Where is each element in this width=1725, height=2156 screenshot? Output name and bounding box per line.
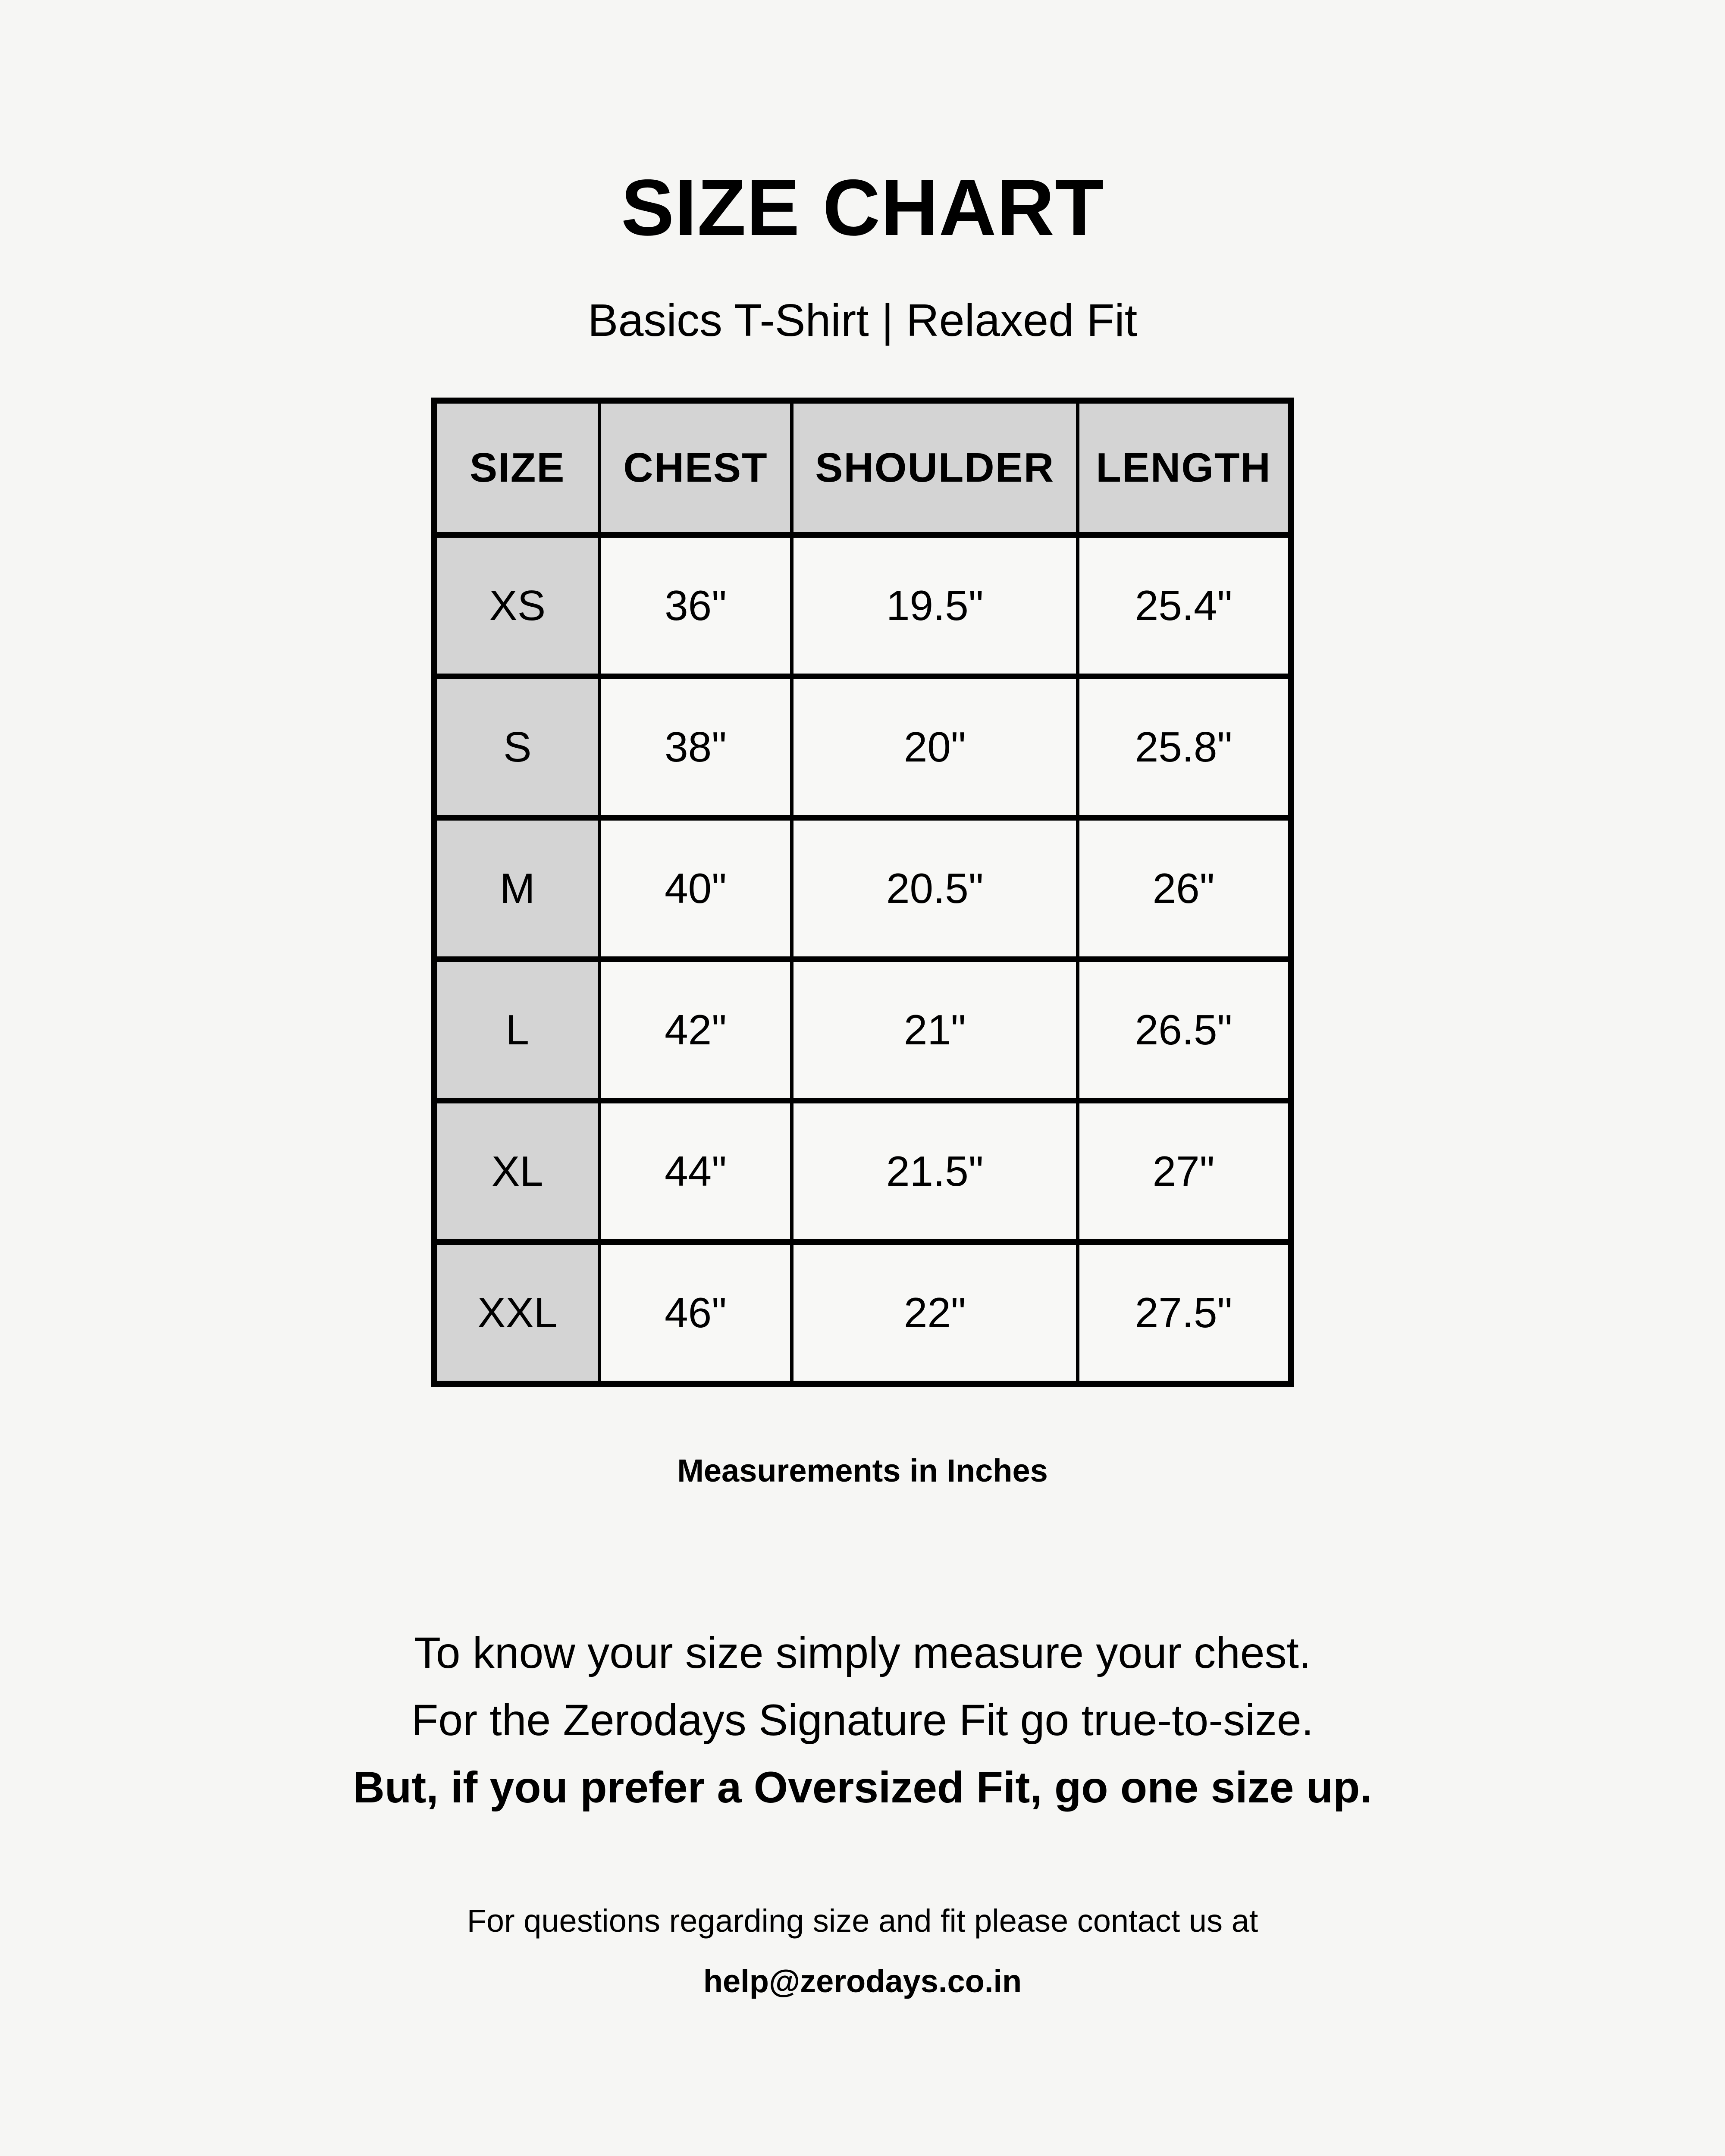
table-row: XS 36" 19.5" 25.4" — [433, 532, 1292, 679]
table-row: M 40" 20.5" 26" — [433, 815, 1292, 962]
fit-guidance: To know your size simply measure your ch… — [0, 1619, 1725, 1821]
page-subtitle: Basics T-Shirt | Relaxed Fit — [587, 295, 1138, 346]
chest-cell: 36" — [597, 532, 794, 679]
fit-guidance-line-bold: But, if you prefer a Oversized Fit, go o… — [353, 1763, 1372, 1812]
shoulder-cell: 20" — [790, 674, 1080, 821]
header-chest: CHEST — [597, 398, 794, 538]
contact-email: help@zerodays.co.in — [703, 1963, 1022, 1999]
shoulder-cell: 21.5" — [790, 1098, 1080, 1245]
chest-cell: 46" — [597, 1239, 794, 1387]
size-chart-table: SIZE CHEST SHOULDER LENGTH XS 36" 19.5" … — [431, 398, 1294, 1387]
header-shoulder: SHOULDER — [790, 398, 1080, 538]
chest-cell: 38" — [597, 674, 794, 821]
length-cell: 26" — [1076, 815, 1292, 962]
chest-cell: 44" — [597, 1098, 794, 1245]
table-header-row: SIZE CHEST SHOULDER LENGTH — [433, 398, 1292, 538]
shoulder-cell: 22" — [790, 1239, 1080, 1387]
size-cell: L — [433, 956, 601, 1103]
length-cell: 25.8" — [1076, 674, 1292, 821]
size-cell: M — [433, 815, 601, 962]
fit-guidance-line: For the Zerodays Signature Fit go true-t… — [411, 1695, 1314, 1745]
contact-text: For questions regarding size and fit ple… — [467, 1903, 1258, 1939]
size-cell: XL — [433, 1098, 601, 1245]
length-cell: 27" — [1076, 1098, 1292, 1245]
header-length: LENGTH — [1076, 398, 1292, 538]
table-row: S 38" 20" 25.8" — [433, 674, 1292, 821]
page-title: SIZE CHART — [621, 163, 1104, 252]
shoulder-cell: 21" — [790, 956, 1080, 1103]
measurements-note: Measurements in Inches — [677, 1453, 1048, 1489]
table-row: XL 44" 21.5" 27" — [433, 1098, 1292, 1245]
fit-guidance-line: To know your size simply measure your ch… — [414, 1628, 1311, 1677]
chest-cell: 40" — [597, 815, 794, 962]
chest-cell: 42" — [597, 956, 794, 1103]
size-cell: XXL — [433, 1239, 601, 1387]
length-cell: 27.5" — [1076, 1239, 1292, 1387]
contact-block: For questions regarding size and fit ple… — [0, 1891, 1725, 2012]
length-cell: 26.5" — [1076, 956, 1292, 1103]
length-cell: 25.4" — [1076, 532, 1292, 679]
size-cell: S — [433, 674, 601, 821]
size-cell: XS — [433, 532, 601, 679]
table-row: XXL 46" 22" 27.5" — [433, 1239, 1292, 1387]
shoulder-cell: 19.5" — [790, 532, 1080, 679]
header-size: SIZE — [433, 398, 601, 538]
shoulder-cell: 20.5" — [790, 815, 1080, 962]
table-row: L 42" 21" 26.5" — [433, 956, 1292, 1103]
